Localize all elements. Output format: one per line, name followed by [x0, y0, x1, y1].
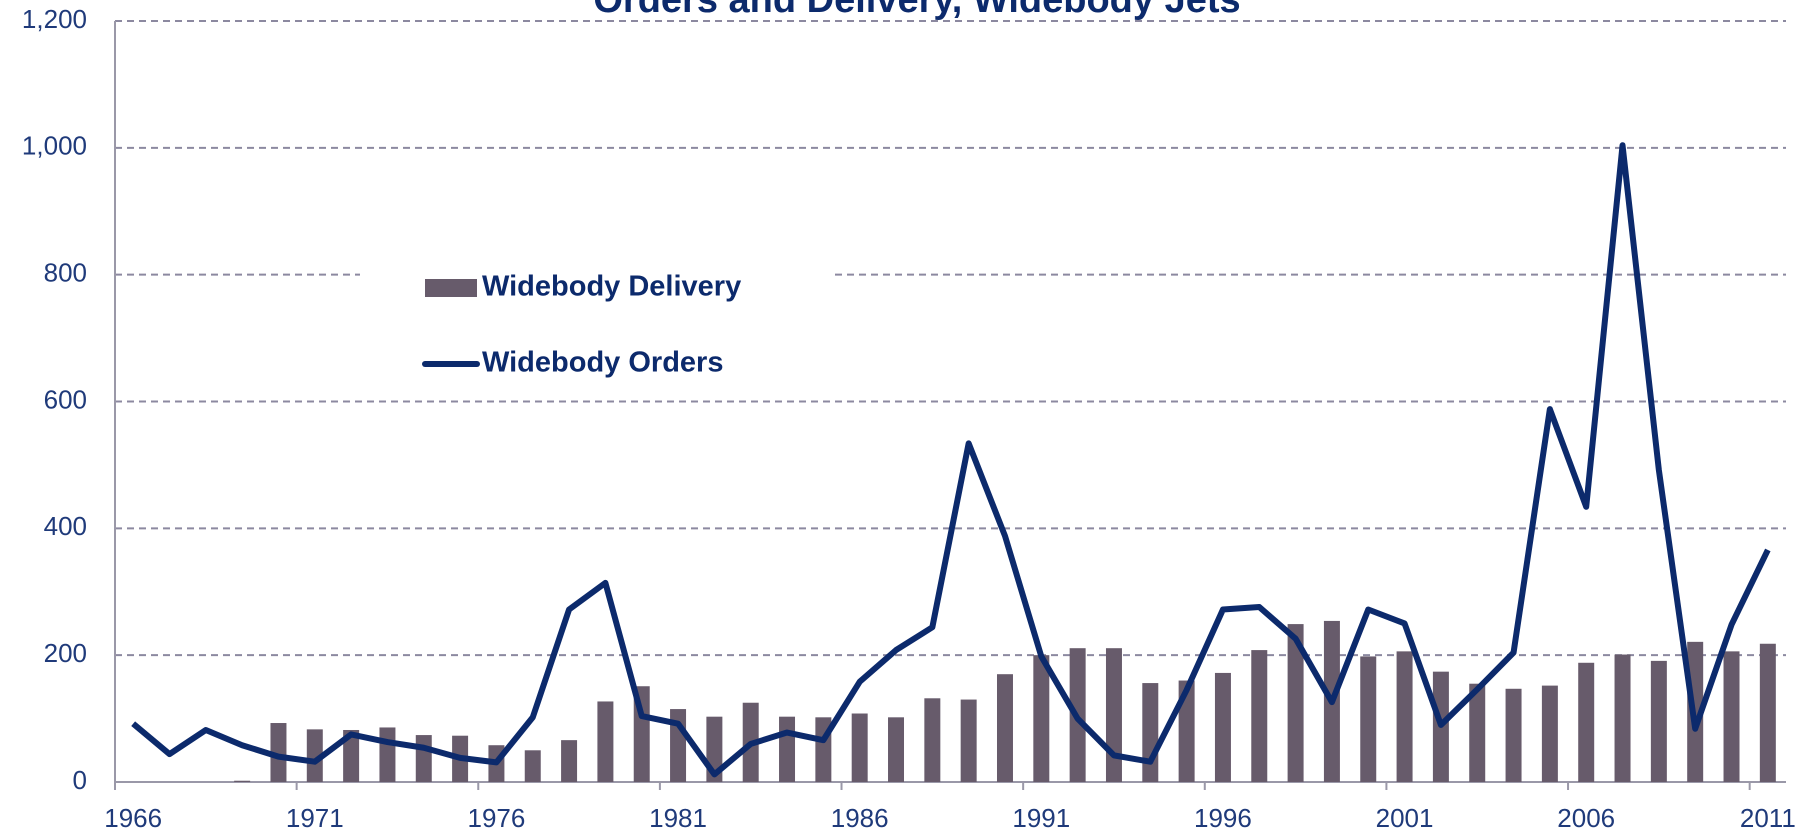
bar [1541, 685, 1558, 782]
y-tick-label: 1,000 [22, 131, 87, 161]
x-tick-label: 1991 [1012, 803, 1070, 832]
bar [1287, 624, 1304, 782]
x-tick-label: 1971 [286, 803, 344, 832]
bar [270, 723, 287, 782]
bar [1142, 683, 1159, 782]
bar [1578, 662, 1595, 782]
bar [561, 740, 578, 782]
bar [1033, 655, 1050, 782]
x-tick-label: 1996 [1194, 803, 1252, 832]
bar [415, 735, 432, 782]
legend-swatch [425, 279, 477, 297]
x-tick-label: 1981 [649, 803, 707, 832]
bar [888, 717, 905, 782]
x-tick-label: 2011 [1740, 803, 1796, 832]
bar [851, 713, 868, 782]
y-tick-label: 200 [44, 638, 87, 668]
bar [1251, 650, 1268, 782]
x-tick-label: 1976 [468, 803, 526, 832]
bar [1650, 660, 1667, 782]
bar [1178, 680, 1195, 782]
y-tick-label: 600 [44, 384, 87, 414]
bar [1396, 651, 1413, 782]
x-tick-label: 2001 [1376, 803, 1434, 832]
line [131, 142, 1771, 778]
y-tick-label: 800 [44, 258, 87, 288]
bar [779, 716, 796, 782]
legend-label: Widebody Orders [482, 347, 723, 379]
bar [1614, 654, 1631, 782]
bar [924, 698, 941, 782]
bar [1360, 656, 1377, 782]
bar [379, 727, 396, 782]
bar [343, 729, 360, 782]
bar [524, 750, 541, 782]
y-tick-label: 0 [73, 765, 87, 795]
bar [996, 674, 1013, 782]
chart-title: Orders and Delivery, Widebody Jets [593, 0, 1240, 21]
bar [306, 729, 323, 782]
bar [1469, 683, 1486, 782]
bar [1723, 651, 1740, 782]
bar [1105, 648, 1122, 782]
bar [234, 780, 251, 782]
bar [1214, 672, 1231, 782]
bar [1759, 643, 1776, 782]
x-tick-label: 1986 [831, 803, 889, 832]
legend-label: Widebody Delivery [482, 271, 741, 303]
bar [597, 701, 614, 782]
bar [1505, 688, 1522, 782]
x-tick-label: 2006 [1557, 803, 1615, 832]
bar [960, 699, 977, 782]
y-tick-label: 400 [44, 511, 87, 541]
y-tick-label: 1,200 [22, 4, 87, 34]
x-tick-label: 1966 [104, 803, 162, 832]
